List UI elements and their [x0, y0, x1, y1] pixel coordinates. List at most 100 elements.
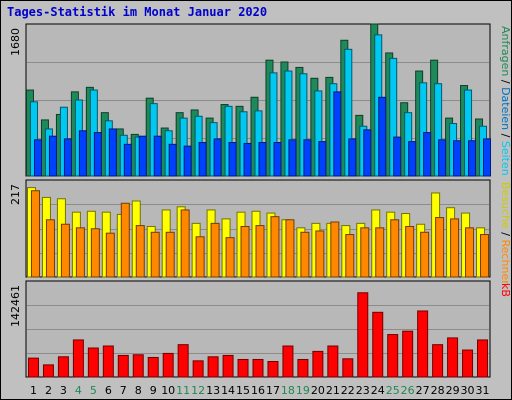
bar-rechner-26 [405, 225, 415, 278]
bar-seiten-4 [78, 130, 87, 177]
x-tick-label: 18 [281, 384, 295, 397]
bar-kb-10 [162, 352, 174, 378]
bar-seiten-17 [273, 142, 282, 177]
bar-rechner-23 [360, 227, 370, 278]
x-tick-label: 4 [75, 384, 82, 397]
bar-seiten-15 [243, 142, 252, 177]
x-tick-label: 24 [371, 384, 385, 397]
bar-kb-8 [132, 354, 144, 378]
bar-kb-22 [342, 358, 354, 378]
bar-seiten-22 [348, 138, 357, 177]
bar-rechner-7 [120, 202, 130, 278]
x-tick-label: 31 [476, 384, 490, 397]
bar-rechner-18 [285, 219, 295, 278]
x-tick-label: 27 [416, 384, 430, 397]
bar-seiten-2 [48, 135, 57, 177]
bar-seiten-18 [288, 139, 297, 177]
x-tick-label: 9 [150, 384, 157, 397]
bar-rechner-10 [165, 231, 175, 278]
bar-kb-7 [117, 354, 129, 378]
bar-rechner-13 [210, 222, 220, 278]
bar-kb-15 [237, 358, 249, 378]
x-tick-label: 12 [191, 384, 205, 397]
bar-rechner-3 [60, 223, 70, 278]
bar-rechner-28 [435, 217, 445, 278]
bar-seiten-20 [318, 141, 327, 177]
bar-rechner-11 [180, 209, 190, 278]
bar-kb-20 [312, 350, 324, 378]
bar-rechner-17 [270, 216, 280, 278]
bar-seiten-30 [468, 140, 477, 177]
bar-rechner-21 [330, 221, 340, 278]
legend-label: kB [499, 283, 512, 297]
x-tick-label: 17 [266, 384, 280, 397]
bar-kb-28 [432, 344, 444, 378]
chart-title: Tages-Statistik im Monat Januar 2020 [7, 5, 268, 19]
x-tick-label: 30 [461, 384, 475, 397]
bar-kb-14 [222, 354, 234, 378]
bar-rechner-8 [135, 225, 145, 278]
bar-rechner-31 [480, 234, 490, 278]
bar-kb-6 [102, 345, 114, 378]
bar-kb-3 [57, 356, 69, 378]
bar-rechner-14 [225, 237, 235, 278]
bar-seiten-11 [183, 145, 192, 177]
series-legend: Besuche / Rechner [499, 182, 512, 285]
bar-kb-27 [417, 310, 429, 378]
bar-rechner-2 [45, 219, 55, 278]
bar-seiten-29 [453, 140, 462, 177]
bar-kb-5 [87, 347, 99, 378]
legend-label: Anfragen [499, 26, 512, 76]
bar-rechner-9 [150, 231, 160, 278]
x-tick-label: 1 [30, 384, 37, 397]
bar-seiten-24 [378, 96, 387, 177]
x-tick-label: 6 [105, 384, 112, 397]
bar-seiten-28 [438, 139, 447, 177]
x-tick-label: 11 [176, 384, 190, 397]
legend-label: Besuche [499, 182, 512, 229]
bar-kb-26 [402, 330, 414, 378]
bar-seiten-25 [393, 136, 402, 177]
bar-kb-1 [27, 357, 39, 378]
bar-seiten-31 [483, 138, 492, 177]
bar-kb-19 [297, 358, 309, 378]
x-tick-label: 3 [60, 384, 67, 397]
bar-kb-4 [72, 339, 84, 378]
bar-seiten-1 [33, 139, 42, 177]
bar-rechner-27 [420, 231, 430, 278]
x-tick-label: 20 [311, 384, 325, 397]
x-tick-label: 21 [326, 384, 340, 397]
bar-kb-18 [282, 345, 294, 378]
bar-seiten-5 [93, 132, 102, 177]
bar-kb-24 [372, 311, 384, 378]
bar-kb-16 [252, 358, 264, 378]
bar-rechner-22 [345, 234, 355, 278]
legend-label: Rechner [499, 240, 512, 286]
x-tick-label: 7 [120, 384, 127, 397]
bar-seiten-6 [108, 128, 117, 177]
bar-seiten-19 [303, 139, 312, 177]
bar-seiten-7 [123, 143, 132, 177]
x-tick-label: 5 [90, 384, 97, 397]
bar-rechner-16 [255, 225, 265, 278]
bar-seiten-16 [258, 142, 267, 177]
bar-kb-30 [462, 349, 474, 378]
x-tick-label: 22 [341, 384, 355, 397]
bar-seiten-9 [153, 135, 162, 177]
x-tick-label: 13 [206, 384, 220, 397]
bar-kb-17 [267, 361, 279, 378]
bar-seiten-14 [228, 142, 237, 177]
x-tick-label: 28 [431, 384, 445, 397]
bar-kb-11 [177, 344, 189, 378]
bar-kb-21 [327, 345, 339, 378]
bar-kb-12 [192, 360, 204, 378]
bar-rechner-1 [30, 190, 40, 278]
bar-rechner-12 [195, 236, 205, 278]
bar-kb-31 [477, 339, 489, 378]
x-tick-label: 19 [296, 384, 310, 397]
bar-rechner-15 [240, 225, 250, 278]
x-tick-label: 2 [45, 384, 52, 397]
bar-seiten-8 [138, 135, 147, 177]
bar-rechner-6 [105, 232, 115, 278]
x-tick-label: 26 [401, 384, 415, 397]
